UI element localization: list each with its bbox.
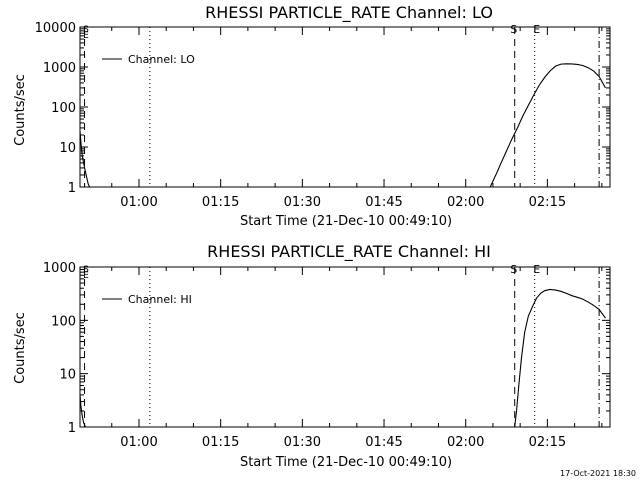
x-tick-label: 01:30 bbox=[284, 195, 321, 210]
chart-title-hi: RHESSI PARTICLE_RATE Channel: HI bbox=[207, 242, 491, 262]
marker-label-E: E bbox=[533, 263, 540, 276]
corner-mark-E: E bbox=[83, 31, 89, 41]
plot-frame bbox=[79, 26, 611, 188]
x-tick-label: 01:00 bbox=[120, 195, 157, 210]
y-tick-label: 100 bbox=[51, 101, 76, 116]
y-axis-label-lo: Counts/sec bbox=[13, 74, 28, 146]
corner-mark-E: E bbox=[83, 271, 89, 281]
x-tick-label: 02:00 bbox=[447, 195, 484, 210]
x-tick-label: 01:45 bbox=[365, 435, 402, 450]
y-tick-label: 1 bbox=[68, 421, 76, 436]
x-tick-label: 01:45 bbox=[365, 195, 402, 210]
series-line bbox=[514, 288, 606, 428]
marker-label-E: E bbox=[533, 23, 540, 36]
corner-mark-S: S bbox=[83, 265, 89, 275]
y-tick-label: 1000 bbox=[43, 61, 76, 76]
legend-label: Channel: HI bbox=[128, 293, 192, 306]
x-axis-label-hi: Start Time (21-Dec-10 00:49:10) bbox=[240, 455, 452, 470]
series-line bbox=[79, 131, 91, 188]
x-tick-label: 01:30 bbox=[284, 435, 321, 450]
x-tick-label: 01:15 bbox=[202, 435, 239, 450]
y-tick-label: 1 bbox=[68, 181, 76, 196]
panel-hi: RHESSI PARTICLE_RATE Channel: HI Start T… bbox=[13, 242, 611, 470]
x-tick-label: 01:15 bbox=[202, 195, 239, 210]
y-tick-label: 10000 bbox=[35, 21, 76, 36]
marker-label-S: S bbox=[510, 23, 517, 36]
x-tick-label: 02:15 bbox=[529, 435, 566, 450]
y-tick-label: 10 bbox=[59, 368, 76, 383]
y-tick-label: 100 bbox=[51, 314, 76, 329]
chart-title-lo: RHESSI PARTICLE_RATE Channel: LO bbox=[205, 3, 493, 23]
series-line bbox=[489, 63, 606, 188]
x-tick-label: 01:00 bbox=[120, 435, 157, 450]
x-tick-label: 02:15 bbox=[529, 195, 566, 210]
y-tick-label: 10 bbox=[59, 141, 76, 156]
series-line bbox=[79, 394, 86, 428]
marker-label-S: S bbox=[510, 263, 517, 276]
panel-lo: RHESSI PARTICLE_RATE Channel: LO Start T… bbox=[13, 3, 611, 229]
y-axis-label-hi: Counts/sec bbox=[13, 312, 28, 384]
corner-mark-S: S bbox=[83, 25, 89, 35]
x-tick-label: 02:00 bbox=[447, 435, 484, 450]
x-axis-label-lo: Start Time (21-Dec-10 00:49:10) bbox=[240, 214, 452, 229]
legend-label: Channel: LO bbox=[128, 53, 195, 66]
footer-date: 17-Oct-2021 18:30 bbox=[560, 469, 636, 478]
y-tick-label: 1000 bbox=[43, 261, 76, 276]
plot-frame bbox=[79, 266, 611, 428]
